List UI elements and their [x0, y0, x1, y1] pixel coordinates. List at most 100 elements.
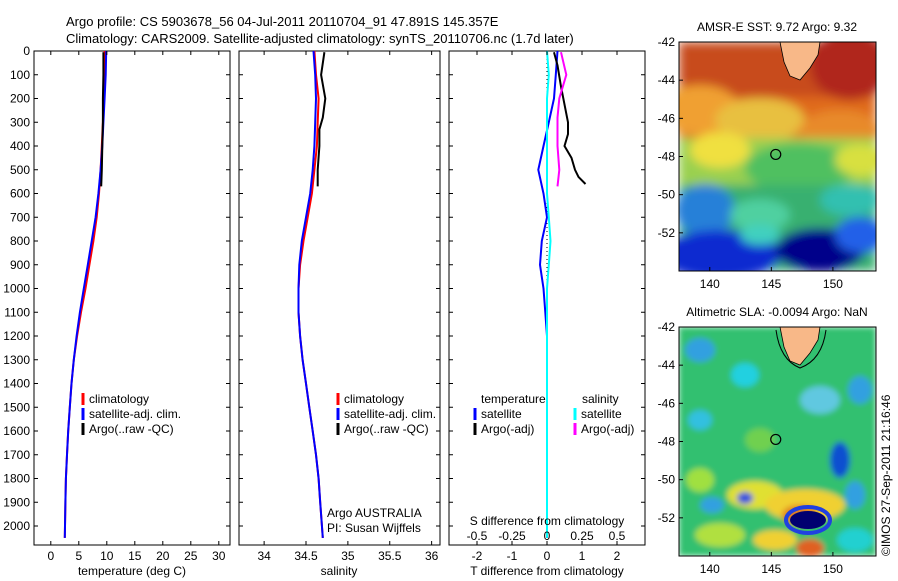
sst-map-field — [679, 42, 876, 271]
sla-map-panel: Altimetric SLA: -0.0094 Argo: NaN — [658, 305, 877, 576]
sla-eddy-core — [790, 511, 826, 529]
y-tick-label: 1500 — [3, 400, 30, 414]
map-x-tick-label: 140 — [700, 277, 720, 291]
y-tick-label: 1200 — [3, 329, 30, 343]
temperature-legend: climatology satellite-adj. clim. Argo(..… — [81, 392, 181, 436]
tasmania-landmass — [779, 327, 821, 366]
x-tick-label: -1 — [507, 549, 518, 563]
y-tick-label: 1700 — [3, 448, 30, 462]
sst-map-yticks: -42 -44 -46 -48 -50 -52 — [658, 35, 683, 240]
temperature-axes-box — [33, 50, 231, 546]
sla-map-yticks: -42 -44 -46 -48 -50 -52 — [658, 320, 683, 525]
y-tick-label: 500 — [10, 163, 30, 177]
series-line-argo-raw-qc- — [100, 52, 105, 187]
y-tick-label: 0 — [23, 44, 30, 58]
map-y-tick-label: -52 — [658, 511, 676, 525]
series-line-temperature-argo-adj- — [553, 51, 587, 185]
y-tick-label: 1100 — [4, 305, 30, 319]
legend-sal-satellite-label: satellite — [581, 407, 622, 421]
s-diff-tick-label: -0.5 — [467, 529, 488, 543]
x-tick-label: 35.5 — [378, 549, 402, 563]
s-diff-tick-label: 0.25 — [570, 529, 594, 543]
figure-title-line2: Climatology: CARS2009. Satellite-adjuste… — [66, 31, 574, 46]
map-y-tick-label: -46 — [658, 111, 676, 125]
temperature-xlabel: temperature (deg C) — [78, 564, 186, 578]
difference-legend: temperature salinity satellite Argo(-adj… — [473, 392, 634, 436]
map-x-tick-label: 150 — [823, 277, 843, 291]
legend-climatology-label: climatology — [89, 392, 149, 406]
y-tick-label: 1000 — [3, 282, 30, 296]
salinity-series — [297, 50, 327, 538]
salinity-yticks — [239, 50, 440, 527]
map-y-tick-label: -44 — [658, 73, 676, 87]
s-difference-axis-label: S difference from climatology — [470, 514, 625, 528]
s-diff-tick-label: 0.5 — [609, 529, 626, 543]
sla-contour-line — [775, 329, 827, 369]
y-tick-label: 800 — [10, 234, 30, 248]
salinity-xticks: 34 34.5 35 35.5 36 — [257, 51, 439, 563]
sst-map-xticks: 140 145 150 — [700, 267, 843, 291]
imos-credit: ©IMOS 27-Sep-2011 21:16:46 — [879, 394, 893, 556]
y-tick-label: 300 — [10, 115, 30, 129]
sla-argo-position-marker — [770, 433, 782, 446]
y-tick-label: 200 — [10, 92, 30, 106]
sla-map-title: Altimetric SLA: -0.0094 Argo: NaN — [686, 305, 867, 319]
map-y-tick-label: -52 — [658, 226, 676, 240]
x-tick-label: -2 — [472, 549, 483, 563]
series-line-satellite-adj-clim- — [297, 50, 324, 538]
s-diff-tick-label: -0.25 — [498, 529, 526, 543]
map-x-tick-label: 145 — [761, 277, 781, 291]
salinity-panel: 34 34.5 35 35.5 36 salinity climatology sate… — [238, 50, 441, 578]
y-tick-label: 2000 — [3, 519, 30, 533]
y-tick-label: 1400 — [3, 377, 30, 391]
map-y-tick-label: -50 — [658, 473, 676, 487]
x-tick-label: 15 — [128, 549, 142, 563]
series-line-salinity-argo-adj- — [556, 51, 568, 187]
difference-series — [537, 50, 587, 538]
x-tick-label: 0 — [47, 549, 54, 563]
x-tick-label: 20 — [156, 549, 170, 563]
y-tick-label: 1800 — [3, 472, 30, 486]
sla-map-xticks: 140 145 150 — [700, 552, 843, 576]
sla-eddy-ring — [784, 505, 832, 535]
salinity-axes-box — [238, 50, 441, 546]
argo-program-label: Argo AUSTRALIA — [327, 506, 422, 520]
legend-sal-argo-label: Argo(-adj) — [581, 422, 634, 436]
y-tick-label: 700 — [10, 210, 30, 224]
legend-climatology-label: climatology — [344, 392, 404, 406]
y-tick-label: 1300 — [3, 353, 30, 367]
t-difference-axis-label: T difference from climatology — [470, 564, 624, 578]
sst-map-panel: AMSR-E SST: 9.72 Argo: 9.32 — [658, 20, 877, 291]
x-tick-label: 36 — [425, 549, 439, 563]
legend-satellite-label: satellite-adj. clim. — [344, 407, 436, 421]
figure-title-line1: Argo profile: CS 5903678_56 04-Jul-2011 … — [66, 14, 499, 29]
y-tick-label: 600 — [10, 187, 30, 201]
x-tick-label: 30 — [212, 549, 226, 563]
salinity-legend: climatology satellite-adj. clim. Argo(..… — [336, 392, 436, 436]
sla-map-field — [679, 327, 876, 556]
y-tick-label: 1900 — [3, 495, 30, 509]
map-y-tick-label: -48 — [658, 150, 676, 164]
series-line-salinity-satellite — [546, 50, 552, 538]
x-tick-label: 25 — [184, 549, 198, 563]
legend-salinity-header: salinity — [582, 392, 619, 406]
x-tick-label: 34 — [257, 549, 271, 563]
temperature-xticks: 0 5 10 15 20 25 30 — [47, 51, 226, 563]
salinity-xlabel: salinity — [321, 564, 358, 578]
legend-temperature-header: temperature — [481, 392, 546, 406]
y-tick-label: 400 — [10, 139, 30, 153]
map-x-tick-label: 145 — [761, 562, 781, 576]
y-tick-label: 1600 — [3, 424, 30, 438]
x-tick-label: 2 — [614, 549, 621, 563]
sst-argo-position-marker — [770, 148, 782, 161]
temperature-panel: 0100200300400500600700800900100011001200… — [3, 44, 231, 578]
map-y-tick-label: -50 — [658, 188, 676, 202]
temperature-series — [63, 50, 108, 538]
x-tick-label: 1 — [579, 549, 586, 563]
map-y-tick-label: -44 — [658, 358, 676, 372]
argo-pi-label: PI: Susan Wijffels — [327, 521, 421, 535]
legend-temp-satellite-label: satellite — [481, 407, 522, 421]
difference-xticks: -2 -1 0 1 2 — [472, 51, 621, 563]
series-line-argo-raw-qc- — [316, 52, 327, 187]
